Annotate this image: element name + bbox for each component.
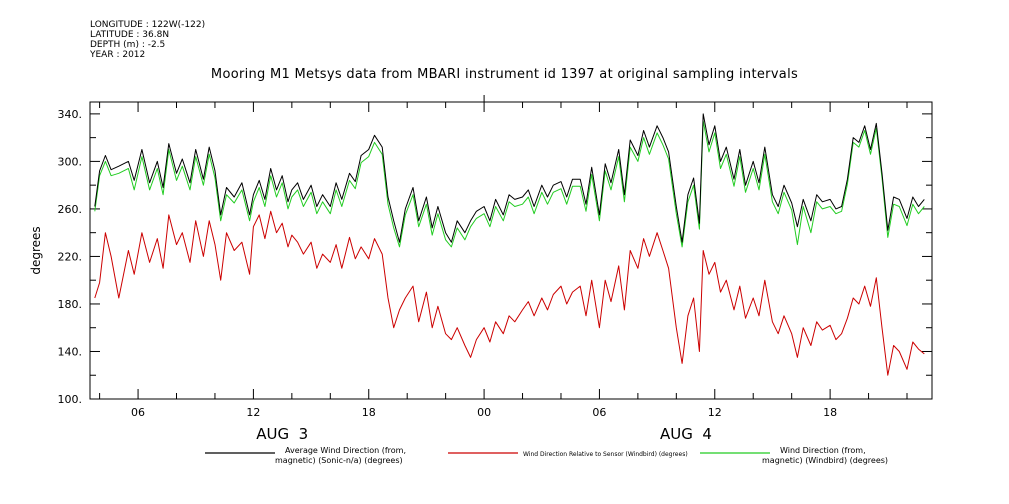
legend-label-1: Wind Direction Relative to Sensor (Windb…	[523, 451, 688, 458]
x-tick-label: 12	[708, 406, 722, 419]
y-tick-label: 340.	[58, 108, 83, 121]
legend-label-0: Average Wind Direction (from,	[285, 446, 406, 455]
x-tick-label: 18	[362, 406, 376, 419]
y-tick-label: 260.	[58, 203, 83, 216]
meta-depth: DEPTH (m) : -2.5	[90, 40, 166, 50]
y-tick-label: 220.	[58, 250, 83, 263]
x-day-label: AUG 3	[256, 425, 308, 443]
x-tick-label: 06	[592, 406, 606, 419]
meta-latitude: LATITUDE : 36.8N	[90, 30, 170, 40]
x-day-label: AUG 4	[660, 425, 712, 443]
plot-area	[89, 101, 933, 400]
legend-label-0-line2: magnetic) (Sonic-n/a) (degrees)	[275, 456, 403, 465]
meta-longitude: LONGITUDE : 122W(-122)	[90, 20, 206, 30]
y-tick-label: 180.	[58, 298, 83, 311]
series-line-0	[94, 113, 925, 243]
chart-title: Mooring M1 Metsys data from MBARI instru…	[210, 67, 799, 82]
y-tick-label: 300.	[58, 155, 83, 168]
y-tick-label: 140.	[58, 345, 83, 358]
legend-label-2-line2: magnetic) (Windbird) (degrees)	[762, 456, 888, 465]
legend-label-2: Wind Direction (from,	[780, 446, 866, 455]
series-line-1	[94, 210, 925, 376]
x-tick-label: 06	[131, 406, 145, 419]
x-tick-label: 18	[823, 406, 837, 419]
metadata-block: LONGITUDE : 122W(-122) LATITUDE : 36.8N …	[90, 20, 205, 60]
y-axis-label: degrees	[29, 226, 43, 274]
series-line-2	[94, 120, 925, 248]
meta-year: YEAR : 2012	[90, 50, 146, 60]
y-tick-label: 100.	[58, 393, 83, 406]
x-tick-label: 12	[246, 406, 260, 419]
x-tick-label: 00	[477, 406, 491, 419]
